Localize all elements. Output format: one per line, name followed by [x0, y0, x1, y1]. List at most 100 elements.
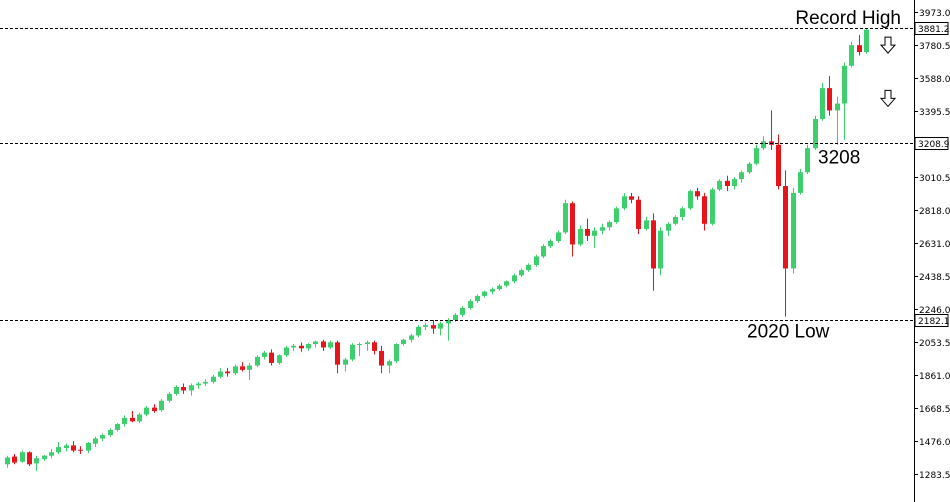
candle-body-down [299, 345, 304, 349]
down-arrow-icon [879, 89, 897, 108]
candle-body-up [357, 344, 362, 346]
candle-body-up [622, 196, 627, 209]
candle-body-up [122, 417, 127, 424]
candle-body-up [849, 45, 854, 66]
y-tick-label: 2631.0 [919, 240, 950, 250]
candle-body-up [416, 326, 421, 336]
candle-body-up [534, 256, 539, 266]
candle-body-up [409, 335, 414, 340]
candle-body-up [864, 29, 869, 53]
candle-body-down [702, 196, 707, 224]
candle-body-up [446, 320, 451, 324]
level-price-label: 3208.9 [918, 140, 950, 150]
candle-body-up [387, 361, 392, 366]
annotation-label: Record High [795, 8, 901, 29]
candle-body-up [115, 423, 120, 430]
level-price-tag [914, 22, 949, 35]
candle-body-down [335, 342, 340, 365]
candle-body-up [34, 458, 39, 464]
candle-body-up [563, 203, 568, 233]
candle-body-down [651, 220, 656, 269]
candle-body-down [130, 417, 135, 422]
candle-body-up [820, 88, 825, 120]
candle-body-up [460, 307, 465, 315]
level-price-label: 3881.2 [918, 25, 950, 35]
candle-body-up [541, 246, 546, 257]
candle-body-up [137, 414, 142, 422]
candle-body-up [211, 376, 216, 382]
candle-body-up [313, 341, 318, 345]
candle-body-up [86, 442, 91, 451]
candle-body-up [100, 435, 105, 439]
candle-body-up [189, 385, 194, 391]
candle-body-up [401, 339, 406, 345]
arrows-layer [879, 36, 897, 108]
candle-body-up [365, 342, 370, 345]
y-tick-label: 2053.5 [919, 339, 950, 349]
candle-body-up [233, 366, 238, 374]
candle-body-up [732, 179, 737, 187]
candle-body-up [482, 291, 487, 296]
candle-body-down [636, 199, 641, 229]
candle-body-up [475, 295, 480, 302]
candle-body-up [423, 325, 428, 327]
candle-body-down [431, 325, 436, 329]
candle-body-up [306, 344, 311, 349]
candle-body-up [49, 452, 54, 456]
candle-body-up [680, 208, 685, 217]
candle-body-down [827, 88, 832, 111]
annotation-label: 2020 Low [747, 322, 830, 343]
candle-body-down [71, 445, 76, 451]
candle-body-up [813, 119, 818, 149]
y-tick-label: 1476.0 [919, 438, 950, 448]
candle-body-up [218, 371, 223, 377]
candle-body-up [497, 285, 502, 290]
candle-body-up [717, 180, 722, 190]
candle-body-down [629, 196, 634, 200]
candle-body-up [394, 344, 399, 362]
candle-body-up [5, 457, 10, 465]
candle-body-up [93, 438, 98, 444]
levels-layer: 3881.2 3208.9 2182.1 [0, 22, 950, 327]
annotations-layer: Record High 3208 2020 Low [747, 8, 901, 343]
candle-body-up [438, 323, 443, 329]
candle-body-up [504, 281, 509, 286]
candle-body-up [798, 172, 803, 193]
candle-body-down [27, 452, 32, 465]
candle-body-up [42, 455, 47, 460]
candle-body-down [379, 350, 384, 366]
annotation-label: 3208 [818, 147, 860, 168]
candle-body-up [262, 352, 267, 357]
level-price-tag [914, 314, 949, 327]
candle-body-down [570, 203, 575, 245]
candle-body-up [343, 359, 348, 365]
candle-body-down [181, 386, 186, 391]
candle-body-up [673, 216, 678, 224]
candle-body-up [835, 103, 840, 111]
candle-body-up [600, 227, 605, 231]
candle-body-up [614, 208, 619, 223]
candle-body-up [284, 347, 289, 356]
candle-body-down [240, 366, 245, 370]
candle-body-up [688, 191, 693, 209]
level-price-tag [914, 137, 949, 150]
candle-body-up [805, 148, 810, 173]
y-tick-label: 3010.5 [919, 174, 950, 184]
candle-body-down [321, 341, 326, 348]
candle-body-up [203, 381, 208, 384]
candle-body-up [174, 386, 179, 394]
candle-body-down [152, 407, 157, 412]
candle-body-down [857, 45, 862, 53]
candle-body-up [328, 342, 333, 348]
candle-body-up [658, 230, 663, 269]
candle-body-down [225, 371, 230, 374]
down-arrow-icon [879, 36, 897, 54]
y-tick-label: 2246.0 [919, 306, 950, 316]
price-axis: 3973.0 3780.5 3588.0 3395.5 3010.5 2818.0 2631… [914, 9, 950, 481]
candle-body-up [512, 275, 517, 282]
candle-body-up [607, 222, 612, 228]
candle-body-up [453, 314, 458, 320]
candle-body-up [167, 393, 172, 401]
candle-body-up [761, 141, 766, 149]
